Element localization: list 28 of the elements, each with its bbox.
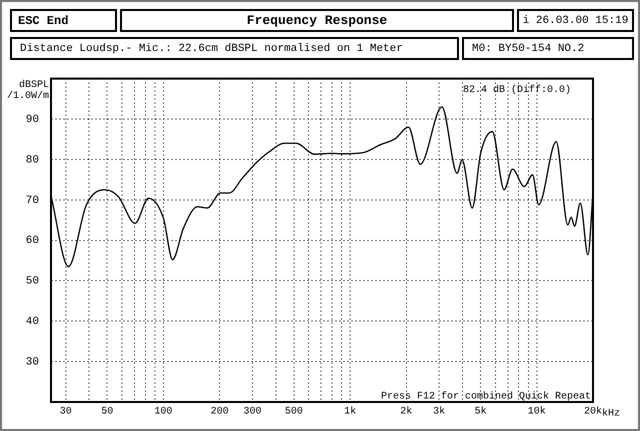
annotation: Press F12 for combined Quick Repeat xyxy=(380,390,591,403)
x-axis-title: kHz xyxy=(602,408,620,420)
y-tick-label: 50 xyxy=(26,276,39,288)
x-tick-label: 1k xyxy=(344,406,356,418)
chart-subtitle: Distance Loudsp.- Mic.: 22.6cm dBSPL normalised on 1 Meter xyxy=(10,37,459,60)
x-tick-label: 30 xyxy=(60,406,72,418)
y-tick-label: 80 xyxy=(26,154,39,166)
y-tick-label: 90 xyxy=(26,114,39,126)
text: M0: BY50-154 NO.2 xyxy=(462,37,634,60)
x-tick-label: 50 xyxy=(101,406,114,418)
x-tick-label: 20k xyxy=(584,406,602,418)
x-tick-label: 3k xyxy=(433,406,446,418)
y-axis-title: dBSPL /1.0W/m xyxy=(6,79,49,102)
x-tick-label: 2k xyxy=(400,406,412,418)
x-tick-label: 10k xyxy=(528,406,546,418)
x-tick-label: 100 xyxy=(154,406,172,418)
x-tick-label: 5k xyxy=(474,406,487,418)
x-tick-label: 200 xyxy=(210,406,229,418)
text: i 26.03.00 15:19 xyxy=(517,9,634,32)
y-tick-label: 60 xyxy=(26,235,39,248)
text: ESC End xyxy=(10,9,117,32)
chart-title: Frequency Response xyxy=(120,9,514,32)
y-tick-label: 30 xyxy=(26,356,39,368)
y-tick-label: 70 xyxy=(26,194,39,207)
annotation: 82.4 dB (Diff:0.0) xyxy=(462,84,571,96)
y-tick-label: 40 xyxy=(26,316,39,328)
x-tick-label: 300 xyxy=(243,406,262,418)
x-tick-label: 500 xyxy=(284,406,303,418)
